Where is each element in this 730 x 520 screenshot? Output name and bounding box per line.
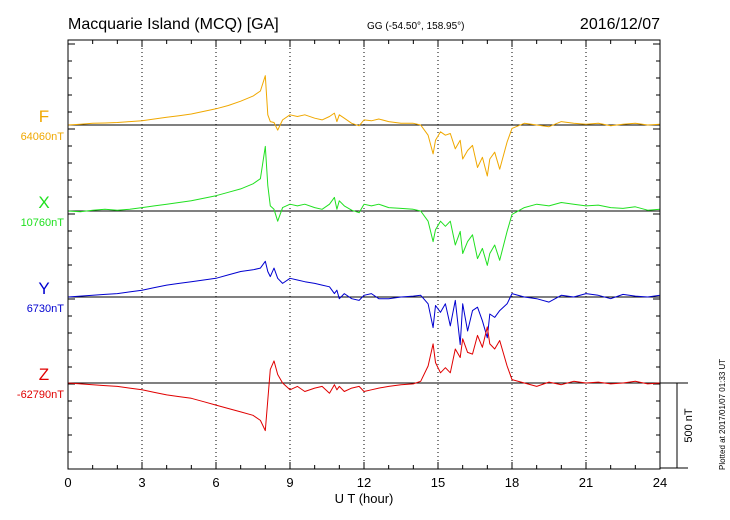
component-name-f: F: [39, 107, 49, 126]
series-line-z: [67, 326, 661, 432]
plot-frame: [67, 39, 661, 470]
component-baseline-z: -62790nT: [17, 389, 64, 401]
x-tick-label: 6: [212, 475, 219, 490]
x-tick-label: 3: [138, 475, 145, 490]
scale-bar: 500 nT: [660, 382, 695, 469]
plotted-timestamp: Plotted at 2017/01/07 01:33 UT: [718, 359, 727, 470]
x-tick-label: 12: [357, 475, 371, 490]
component-baseline-y: 6730nT: [27, 303, 65, 315]
series-line-f: [67, 75, 661, 177]
series-line-x: [67, 145, 661, 266]
grid-lines: [68, 40, 660, 469]
scale-bar-label: 500 nT: [683, 408, 695, 443]
component-name-x: X: [38, 193, 49, 212]
component-baseline-f: 64060nT: [21, 131, 65, 143]
series-baselines: [68, 124, 660, 384]
x-tick-label: 9: [286, 475, 293, 490]
axis-ticks: [67, 40, 661, 470]
component-name-y: Y: [38, 279, 49, 298]
x-tick-label: 0: [64, 475, 71, 490]
x-tick-label: 18: [505, 475, 519, 490]
station-coordinates: GG (-54.50°, 158.95°): [367, 21, 465, 32]
series-line-y: [67, 260, 661, 346]
x-tick-labels: 0 3 6 9 12 15 18 21 24: [64, 475, 667, 490]
component-baseline-x: 10760nT: [21, 217, 65, 229]
x-tick-label: 24: [653, 475, 667, 490]
x-axis-label: U T (hour): [335, 491, 394, 506]
chart-date: 2016/12/07: [580, 16, 660, 33]
component-name-z: Z: [39, 365, 49, 384]
series-lines: [67, 75, 661, 432]
x-tick-label: 15: [431, 475, 445, 490]
component-labels: F 64060nT X 10760nT Y 6730nT Z -62790nT: [17, 107, 64, 401]
x-tick-label: 21: [579, 475, 593, 490]
station-title: Macquarie Island (MCQ) [GA]: [68, 16, 279, 33]
